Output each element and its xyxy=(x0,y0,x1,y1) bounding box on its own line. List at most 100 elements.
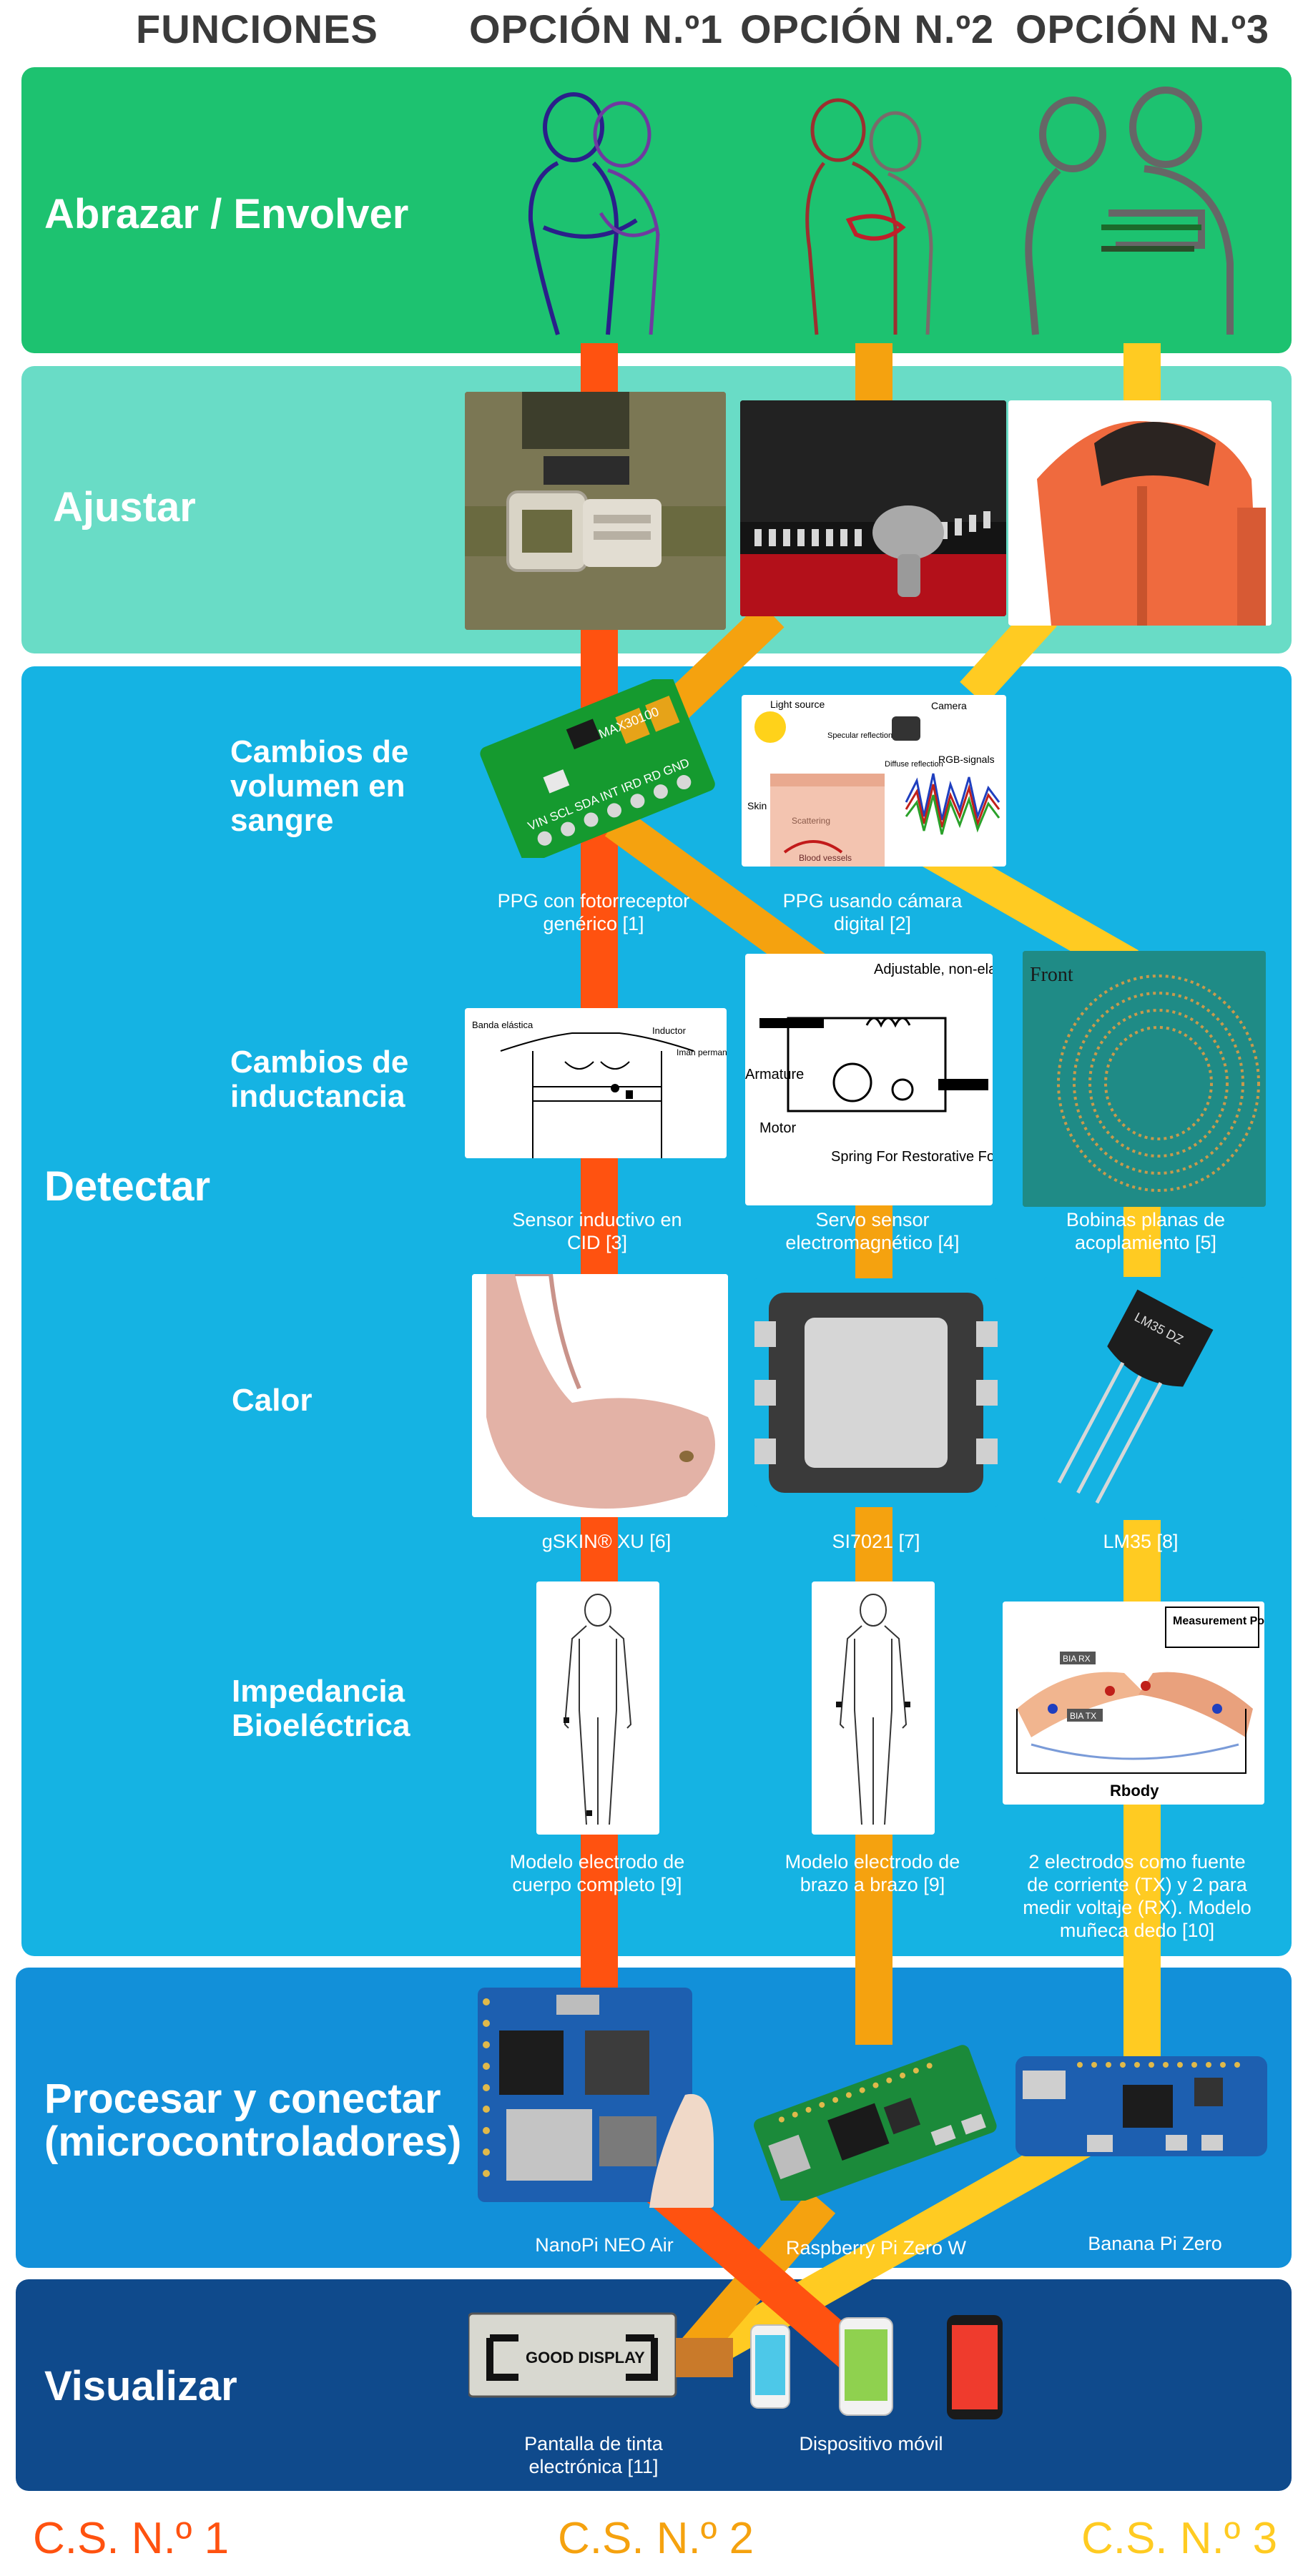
caption-eink-line2: electrónica [11] xyxy=(528,2456,659,2477)
caption-lm35: LM35 [8] xyxy=(1005,1530,1277,1553)
caption-nanopi: NanoPi NEO Air xyxy=(468,2234,740,2256)
row-label-blood-line2: volumen en xyxy=(230,769,405,804)
diffuse-label: Diffuse reflection xyxy=(885,760,943,769)
raspberry-pi-zero-image xyxy=(745,2045,997,2201)
header-functions: FUNCIONES xyxy=(136,6,378,51)
caption-rpi-line1: Raspberry Pi Zero W xyxy=(785,2237,967,2259)
good-display-label: GOOD DISPLAY xyxy=(526,2349,645,2367)
label-adjust: Ajustar xyxy=(53,484,196,531)
caption-full-body-line1: Modelo electrodo de xyxy=(509,1851,685,1872)
adjustable-wire-label: Adjustable, non-elastic wire xyxy=(874,962,993,977)
inductor-label: Inductor xyxy=(652,1025,687,1036)
max30100-sensor-image: MAX30100 VIN SCL SDA INT IRD RD GND xyxy=(465,679,726,858)
caption-gskin: gSKIN® XU [6] xyxy=(471,1530,742,1553)
label-process-2: (microcontroladores) xyxy=(44,2118,462,2165)
rx-label: BIA RX xyxy=(1063,1654,1091,1664)
row-label-blood: Cambios de volumen en sangre xyxy=(230,735,408,838)
row-label-blood-line1: Cambios de xyxy=(230,734,409,769)
path-3-to-eink xyxy=(699,2116,1110,2367)
row-label-inductance: Cambios de inductancia xyxy=(230,1045,408,1114)
caption-mobile: Dispositivo móvil xyxy=(735,2432,1007,2455)
specular-label: Specular reflection xyxy=(827,731,892,740)
row-label-heat: Calor xyxy=(232,1383,312,1418)
hug-illustration-2 xyxy=(805,98,933,335)
caption-lm35-line1: LM35 [8] xyxy=(1103,1531,1179,1552)
caption-si7021: SI7021 [7] xyxy=(740,1530,1012,1553)
caption-inductive-line1: Sensor inductivo en xyxy=(512,1209,682,1230)
zipper-photo xyxy=(740,400,1006,616)
caption-wrist-finger-line2: de corriente (TX) y 2 para xyxy=(1027,1874,1247,1895)
si7021-chip-image xyxy=(754,1278,998,1507)
gskin-finger-photo xyxy=(472,1274,728,1517)
arm-to-arm-electrode-figure xyxy=(812,1581,935,1835)
caption-ppg-generic: PPG con fotorreceptor genérico [1] xyxy=(458,889,729,935)
magnet-label: Imán permanente xyxy=(677,1047,727,1057)
caption-servo: Servo sensor electromagnético [4] xyxy=(737,1208,1008,1254)
row-label-heat-line1: Calor xyxy=(232,1383,313,1418)
caption-arm-arm-line1: Modelo electrodo de xyxy=(785,1851,960,1872)
light-source-label: Light source xyxy=(770,699,825,710)
caption-eink: Pantalla de tinta electrónica [11] xyxy=(458,2432,729,2478)
jacket-photo xyxy=(1008,400,1272,626)
caption-arm-arm: Modelo electrodo de brazo a brazo [9] xyxy=(737,1850,1008,1896)
label-hug: Abrazar / Envolver xyxy=(44,191,409,237)
skin-label: Skin xyxy=(747,800,767,811)
footer-cs1: C.S. N.º 1 xyxy=(33,2514,230,2563)
caption-servo-line1: Servo sensor xyxy=(815,1209,930,1230)
mobile-white-small xyxy=(749,2324,791,2409)
caption-coils: Bobinas planas de acoplamiento [5] xyxy=(1010,1208,1282,1254)
caption-rpi: Raspberry Pi Zero W xyxy=(740,2236,1012,2259)
hug-illustration-3 xyxy=(1025,87,1234,335)
band-hug xyxy=(21,67,1292,353)
label-display: Visualizar xyxy=(44,2363,237,2409)
inductive-sensor-diagram: Banda elástica Inductor Imán permanente xyxy=(465,1008,727,1158)
caption-mobile-line1: Dispositivo móvil xyxy=(799,2433,943,2454)
label-detect: Detectar xyxy=(44,1163,211,1210)
caption-ppg-generic-line2: genérico [1] xyxy=(543,913,644,934)
buckle-photo xyxy=(465,392,726,630)
row-label-impedance-line1: Impedancia xyxy=(232,1674,405,1709)
caption-ppg-camera-line2: digital [2] xyxy=(833,913,912,934)
caption-banana-line1: Banana Pi Zero xyxy=(1088,2233,1222,2254)
servo-sensor-diagram: Adjustable, non-elastic wire Armature Mo… xyxy=(745,954,993,1205)
label-process-1: Procesar y conectar xyxy=(44,2076,441,2122)
caption-wrist-finger-line4: muñeca dedo [10] xyxy=(1059,1920,1215,1941)
elastic-band-label: Banda elástica xyxy=(472,1020,533,1030)
caption-ppg-generic-line1: PPG con fotorreceptor xyxy=(497,890,690,912)
caption-ppg-camera: PPG usando cámara digital [2] xyxy=(737,889,1008,935)
scattering-label: Scattering xyxy=(792,816,830,826)
caption-ppg-camera-line1: PPG usando cámara xyxy=(782,890,963,912)
motor-label: Motor xyxy=(759,1120,796,1136)
caption-servo-line2: electromagnético [4] xyxy=(785,1232,960,1253)
row-label-blood-line3: sangre xyxy=(230,803,334,838)
row-label-inductance-line2: inductancia xyxy=(230,1079,405,1114)
caption-full-body-line2: cuerpo completo [9] xyxy=(512,1874,682,1895)
front-label: Front xyxy=(1030,964,1073,986)
eink-display-image: GOOD DISPLAY xyxy=(468,2309,733,2402)
camera-ppg-diagram: Light source Camera Specular reflection … xyxy=(742,695,1006,867)
caption-gskin-line1: gSKIN® XU [6] xyxy=(541,1531,672,1552)
r-body-label: Rbody xyxy=(1110,1782,1159,1800)
caption-wrist-finger-line3: medir voltaje (RX). Modelo xyxy=(1023,1897,1251,1918)
mobile-white-large xyxy=(838,2316,894,2417)
caption-eink-line1: Pantalla de tinta xyxy=(524,2433,663,2454)
row-label-inductance-line1: Cambios de xyxy=(230,1045,409,1080)
caption-nanopi-line1: NanoPi NEO Air xyxy=(535,2234,674,2256)
hug-illustration-1 xyxy=(528,92,660,335)
banana-pi-zero-image xyxy=(1016,2056,1267,2156)
vessels-label: Blood vessels xyxy=(799,853,852,863)
header-option-1: OPCIÓN N.º1 xyxy=(469,6,724,51)
caption-coils-line1: Bobinas planas de xyxy=(1066,1209,1226,1230)
mobile-black xyxy=(945,2314,1004,2421)
caption-full-body: Modelo electrodo de cuerpo completo [9] xyxy=(461,1850,733,1896)
caption-arm-arm-line2: brazo a brazo [9] xyxy=(800,1874,945,1895)
footer-cs3: C.S. N.º 3 xyxy=(1081,2514,1278,2563)
footer-cs2: C.S. N.º 2 xyxy=(558,2514,754,2563)
rgb-label: RGB-signals xyxy=(938,754,995,765)
tx-label: BIA TX xyxy=(1070,1711,1096,1721)
caption-si7021-line1: SI7021 [7] xyxy=(832,1531,920,1552)
wrist-finger-electrode-diagram: Measurement Point BIA RX BIA TX Rbody xyxy=(1003,1602,1264,1805)
armature-label: Armature xyxy=(745,1067,804,1082)
lm35-sensor-image: LM35 DZ xyxy=(1044,1277,1244,1520)
camera-label: Camera xyxy=(931,700,967,711)
